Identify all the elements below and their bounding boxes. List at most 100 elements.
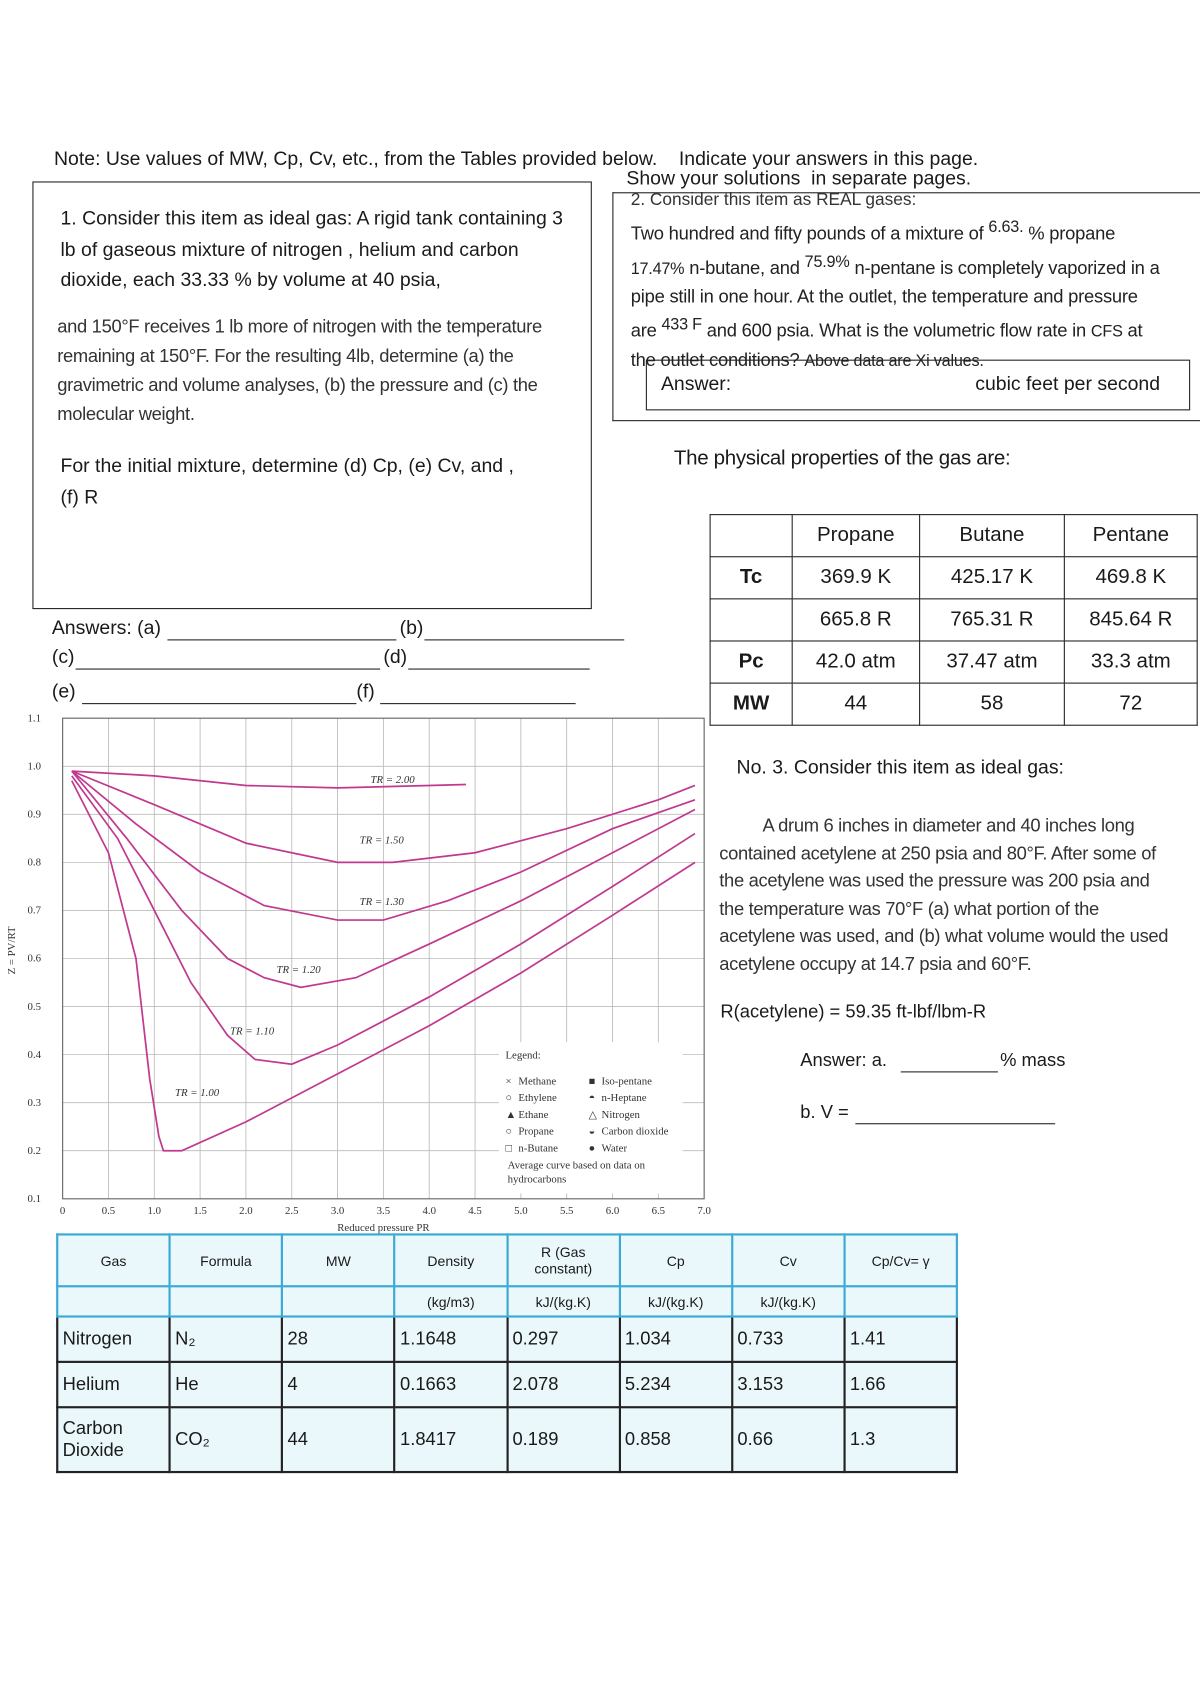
table-row: Propane Butane Pentane <box>709 514 1198 558</box>
answer-label: (e) <box>51 680 76 702</box>
curve-label: TR = 1.10 <box>230 1026 275 1038</box>
table-cell: MW <box>709 682 793 726</box>
x-tick-label: 5.5 <box>560 1205 574 1217</box>
paragraph: A drum 6 inches in diameter and 40 inche… <box>719 815 1169 974</box>
y-tick-label: 0.2 <box>28 1145 42 1157</box>
y-axis-label: Z = PV/RT <box>6 926 18 974</box>
table-cell: 1.1648 <box>393 1315 509 1363</box>
x-tick-label: 3.5 <box>377 1205 391 1217</box>
table-cell: 1.3 <box>843 1406 958 1474</box>
table-cell: 72 <box>1063 682 1198 726</box>
legend-marker: ▲ <box>505 1109 516 1121</box>
table-row: Gas Formula MW Density R (Gas constant) Cp Cv C… <box>56 1233 958 1288</box>
table-corner <box>709 514 793 558</box>
y-tick-label: 0.8 <box>28 857 42 869</box>
legend-bg <box>498 1042 683 1194</box>
table-cell <box>843 1285 958 1318</box>
curve-label: TR = 1.30 <box>360 896 405 908</box>
table-cell: Helium <box>56 1360 171 1409</box>
table-row: 665.8 R 765.31 R 845.64 R <box>709 598 1198 642</box>
section-title: The physical properties of the gas are: <box>673 447 1011 470</box>
answer-label: (c) <box>51 645 75 668</box>
table-row: MW 44 58 72 <box>709 682 1198 726</box>
table-cell: Butane <box>918 514 1066 558</box>
legend-marker: □ <box>505 1142 512 1154</box>
plot-frame <box>62 717 705 1200</box>
legend-label: Ethane <box>518 1109 548 1121</box>
answer-label: Answers: (a) <box>51 616 161 639</box>
paragraph: 1. Consider this item as ideal gas: A ri… <box>60 207 563 291</box>
table-cell: Pc <box>709 640 793 684</box>
answer-unit: % mass <box>1000 1049 1066 1071</box>
table-cell: Pentane <box>1063 514 1198 558</box>
note: Show your solutions in separate pages. <box>626 167 972 189</box>
legend-marker: ■ <box>589 1075 596 1087</box>
table-cell: R (Gas constant) <box>505 1233 621 1288</box>
table-cell: 665.8 R <box>791 598 920 642</box>
text: and 600 psia. What is the volumetric flo… <box>706 320 1087 342</box>
legend-label: Iso-pentane <box>602 1075 653 1087</box>
formula: R(acetylene) = 59.35 ft-lbf/lbm-R <box>720 1001 987 1022</box>
x-tick-label: 4.5 <box>468 1205 482 1217</box>
legend-marker: △ <box>589 1109 598 1121</box>
table-cell: Cp <box>618 1233 734 1288</box>
answer-line <box>380 703 576 705</box>
table-cell: Propane <box>791 514 920 558</box>
chart-note: Average curve based on data on hydrocarb… <box>507 1159 646 1186</box>
legend-title: Legend: <box>505 1049 540 1061</box>
legend-marker: × <box>505 1075 511 1087</box>
paragraph: Two hundred and fifty pounds of a mixtur… <box>631 214 1160 376</box>
table-cell: 4 <box>281 1360 396 1409</box>
table-cell: 44 <box>281 1406 396 1474</box>
answer-label: (f) <box>356 680 375 702</box>
table-cell: 1.034 <box>618 1315 734 1363</box>
heading: 2. Consider this item as REAL gases: <box>630 191 917 210</box>
y-tick-label: 0.4 <box>28 1049 42 1061</box>
table-cell: 0.1663 <box>393 1360 509 1409</box>
note: Note: Use values of MW, Cp, Cv, etc., fr… <box>54 147 979 170</box>
y-tick-label: 0.5 <box>28 1001 42 1013</box>
x-tick-label: 5.0 <box>514 1205 528 1217</box>
text: n-pentane is completely vaporized in a p… <box>630 257 1160 342</box>
table-cell: 425.17 K <box>918 556 1066 600</box>
table-cell: 3.153 <box>730 1360 846 1409</box>
data-value: 6.63. <box>988 218 1024 237</box>
table-cell: Cp/Cv= γ <box>843 1233 958 1288</box>
legend-label: Carbon dioxide <box>602 1126 669 1138</box>
x-axis-label: Reduced pressure PR <box>337 1222 430 1234</box>
table-cell: 0.189 <box>505 1406 621 1474</box>
paragraph: For the initial mixture, determine (d) C… <box>60 454 514 508</box>
table-cell: 1.41 <box>843 1315 958 1363</box>
data-value: 75.9% <box>804 252 850 271</box>
answer-line <box>75 668 381 670</box>
gas-table: Gas Formula MW Density R (Gas constant) Cp Cv C… <box>56 1233 958 1474</box>
curve <box>71 770 696 921</box>
table-cell: 0.858 <box>618 1406 734 1474</box>
answer-unit: cubic feet per second <box>975 372 1161 395</box>
table-cell: (kg/m3) <box>393 1285 509 1318</box>
table-row: Helium He 4 0.1663 2.078 5.234 3.153 1.66 <box>56 1360 958 1409</box>
legend-label: Water <box>602 1142 628 1154</box>
curve <box>71 770 696 989</box>
x-tick-label: 6.5 <box>652 1205 666 1217</box>
legend-label: Nitrogen <box>602 1109 641 1121</box>
x-tick-label: 0 <box>60 1205 65 1217</box>
legend-label: Ethylene <box>518 1092 557 1104</box>
item2-box <box>612 192 1200 422</box>
table-cell: 1.66 <box>843 1360 958 1409</box>
table-cell: 0.66 <box>730 1406 846 1474</box>
table-cell: Density <box>393 1233 509 1288</box>
table-cell: 37.47 atm <box>918 640 1066 684</box>
curve <box>71 780 696 1152</box>
table-row: Nitrogen N₂ 28 1.1648 0.297 1.034 0.733 1.41 <box>56 1315 958 1363</box>
curve <box>71 770 466 789</box>
text: n-butane, and <box>689 257 800 278</box>
table-cell: Cv <box>730 1233 846 1288</box>
x-tick-label: 2.5 <box>285 1205 299 1217</box>
data-value: Above data are Xi values. <box>804 352 984 371</box>
table-cell: MW <box>281 1233 396 1288</box>
table-cell: 33.3 atm <box>1063 640 1198 684</box>
legend-label: n-Heptane <box>602 1092 647 1104</box>
y-tick-label: 0.3 <box>28 1097 42 1109</box>
